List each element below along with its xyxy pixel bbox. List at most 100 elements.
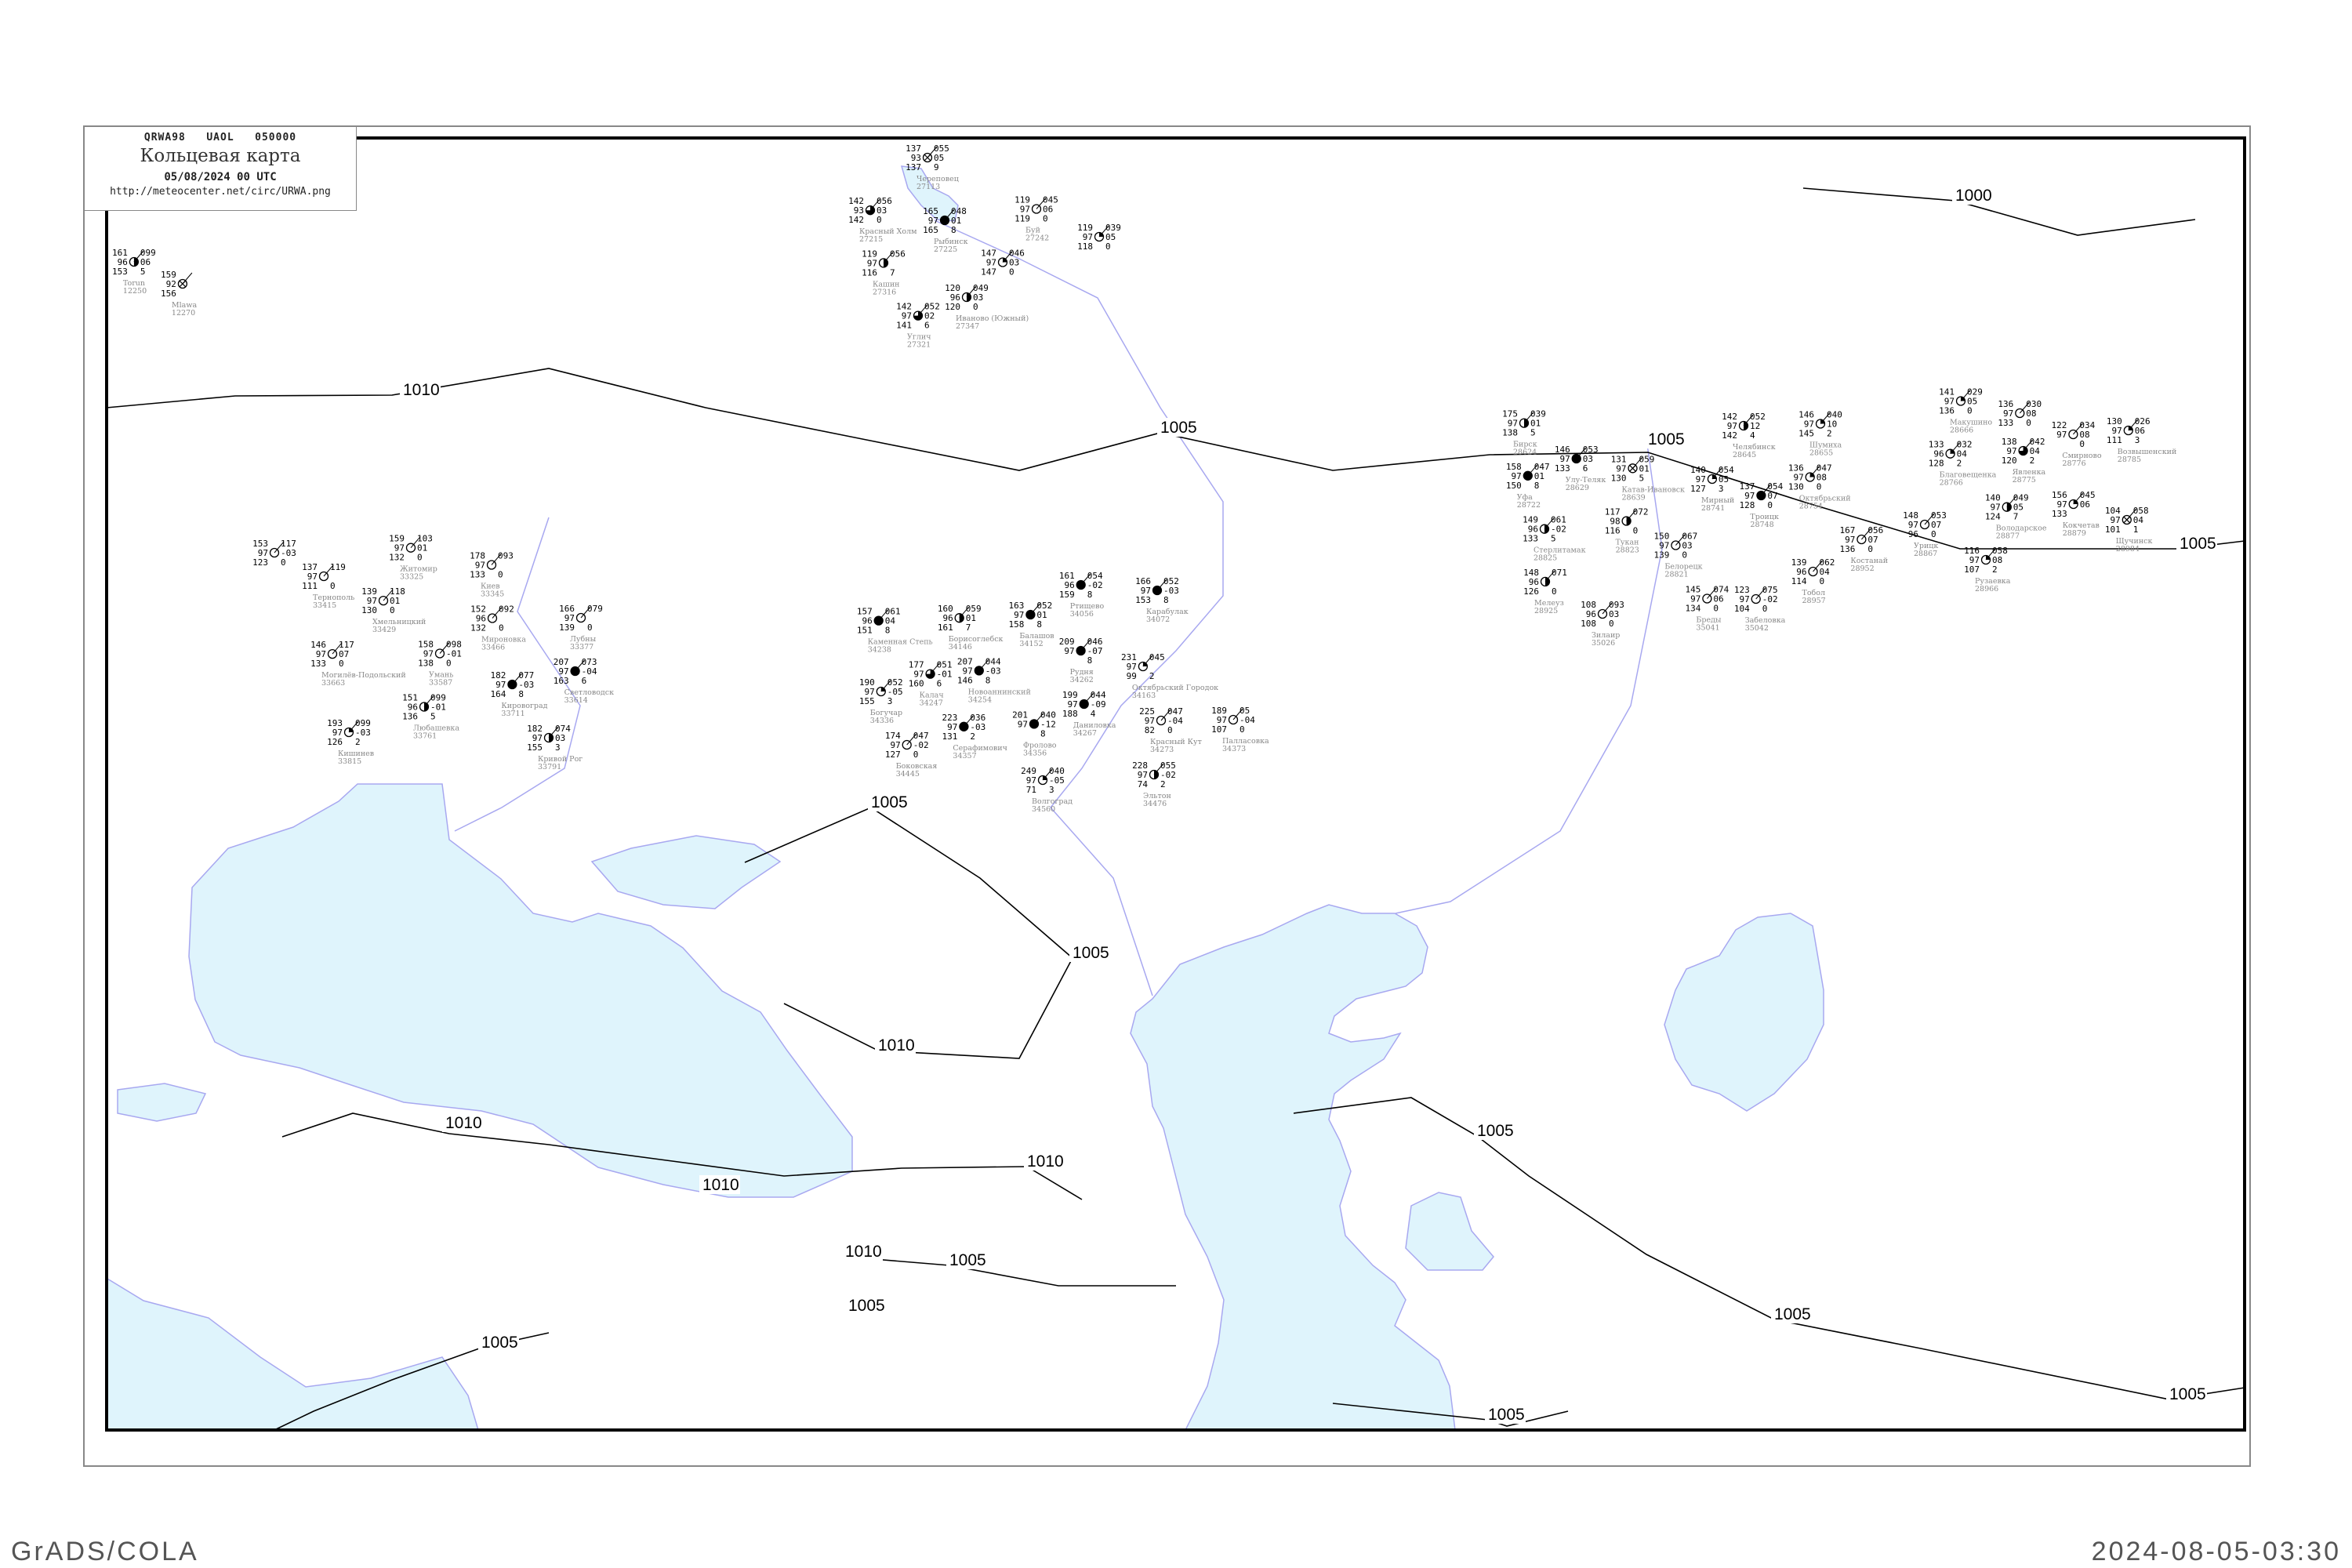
station-visibility: 97 [1508, 419, 1518, 429]
station-temperature: 120 [945, 283, 960, 293]
station-pressure-tendency: -12 [1040, 719, 1056, 729]
station-dewpoint: 141 [896, 321, 912, 331]
isobar-label-group: 1010 [842, 1242, 883, 1261]
station-dewpoint: 116 [862, 267, 877, 278]
station-name: Хмельницкий [372, 618, 426, 626]
station-pressure-tendency: 03 [1609, 609, 1619, 619]
station-pressure-tendency: 04 [885, 616, 896, 626]
station-id: 28748 [1750, 521, 1773, 529]
isobar-label-group: 1010 [400, 380, 441, 399]
wind-barb-icon [2023, 439, 2033, 452]
station-id: 28984 [2116, 545, 2140, 554]
wind-barb-icon [512, 673, 522, 685]
wind-barb-icon [1042, 768, 1053, 781]
station-name: Могилёв-Подольский [321, 671, 406, 680]
station-name: Torun [123, 279, 145, 288]
station-plot[interactable]: 120 049 96 03 120 0 Иваново (Южный)27347 [945, 283, 1029, 331]
station-plot[interactable]: 119 039 97 05 118 0 [1077, 223, 1121, 252]
station-dewpoint: 153 [112, 267, 128, 277]
wind-barb-icon [323, 564, 334, 577]
station-plot[interactable]: 136 030 97 08 133 0 [1998, 399, 2042, 428]
station-name: Mlawa [172, 301, 198, 310]
station-plot[interactable]: 153 117 97 -03 123 0 [252, 539, 296, 568]
station-id: 28825 [1534, 554, 1557, 563]
station-temperature: 136 [1788, 463, 1804, 474]
station-pressure-tendency: -01 [446, 649, 462, 659]
isobar-label-bg [1069, 943, 1110, 962]
marmara-sea [117, 1083, 207, 1122]
station-temperature: 166 [1135, 576, 1151, 586]
station-name: Палласовка [1222, 737, 1269, 746]
station-past-weather: 5 [1530, 428, 1536, 438]
station-plot[interactable]: 147 046 97 03 147 0 [981, 249, 1025, 278]
